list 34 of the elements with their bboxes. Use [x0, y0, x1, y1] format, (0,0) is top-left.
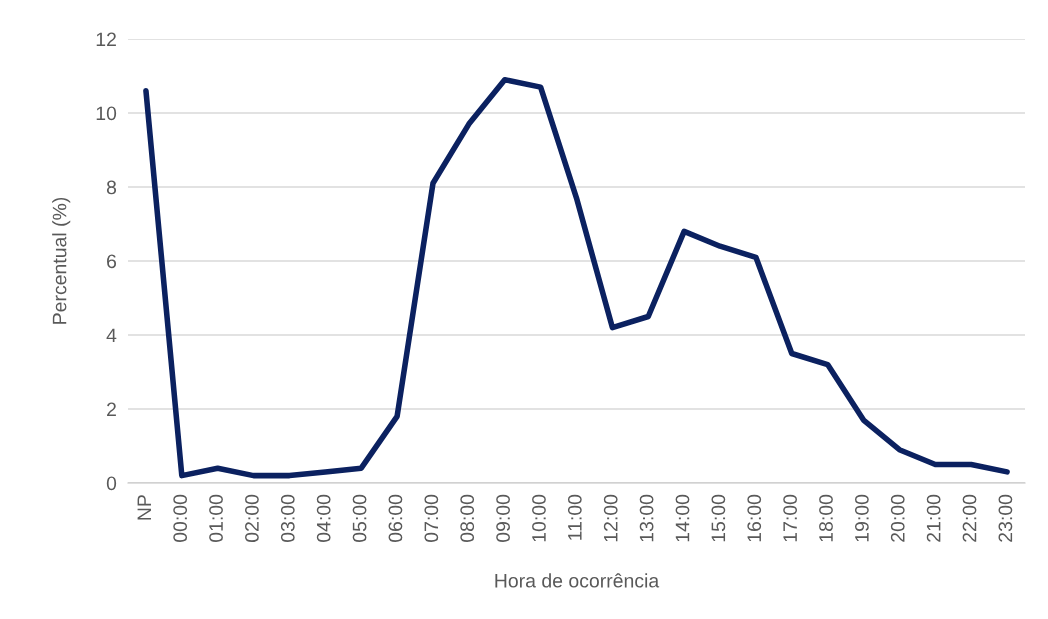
x-tick-label: 08:00	[460, 494, 475, 543]
y-tick-label: 0	[106, 476, 117, 491]
x-tick-label: 04:00	[316, 494, 331, 543]
y-tick-label: 8	[106, 180, 117, 195]
x-tick-label: 00:00	[173, 494, 188, 543]
y-tick-label: 2	[107, 402, 116, 417]
x-tick-label: 03:00	[280, 494, 295, 543]
x-tick-label: 07:00	[424, 494, 439, 543]
x-tick-label: 19:00	[854, 494, 869, 542]
x-tick-label: 21:00	[926, 494, 941, 542]
x-tick-label: 23:00	[998, 494, 1013, 542]
x-tick-label: 10:00	[532, 494, 546, 542]
x-tick-label: 09:00	[496, 494, 510, 543]
x-tick-label: 18:00	[819, 494, 833, 542]
x-tick-label: 06:00	[388, 494, 403, 543]
x-tick-label: 13:00	[639, 494, 654, 542]
x-tick-label: 05:00	[352, 494, 367, 543]
x-tick-label: NP	[137, 495, 151, 520]
x-tick-label: 15:00	[711, 494, 726, 542]
y-tick-label: 12	[96, 32, 116, 47]
x-tick-label: 22:00	[962, 494, 977, 542]
x-tick-label: 16:00	[747, 494, 762, 542]
x-axis-title: Hora de ocorrência	[495, 573, 660, 588]
y-tick-label: 10	[96, 106, 117, 121]
y-tick-label: 6	[107, 254, 117, 269]
x-tick-label: 17:00	[783, 494, 797, 542]
x-tick-label: 11:00	[567, 494, 582, 540]
x-tick-label: 02:00	[245, 494, 259, 543]
x-tick-label: 12:00	[603, 494, 618, 542]
x-tick-label: 20:00	[890, 494, 905, 542]
y-axis-title: Percentual (%)	[52, 197, 71, 324]
x-tick-label: 14:00	[675, 494, 690, 542]
y-tick-label: 4	[106, 328, 117, 343]
x-tick-label: 01:00	[209, 494, 223, 543]
